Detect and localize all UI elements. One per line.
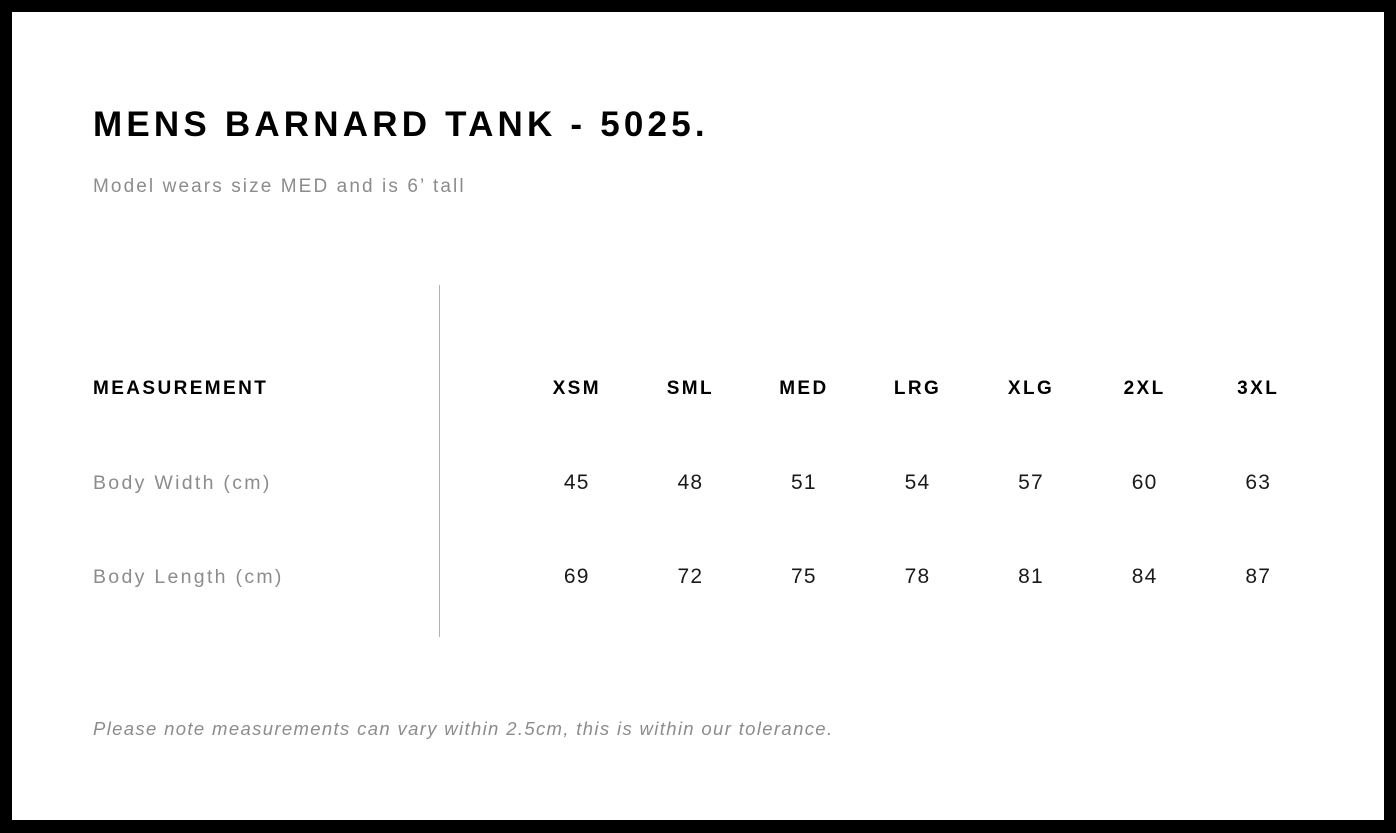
cell-body-width-lrg: 54 [904,471,931,494]
cell-body-length-xlg: 81 [1018,565,1044,588]
row-label-body-length: Body Length (cm) [93,565,284,588]
cell-body-width-3xl: 63 [1245,471,1272,494]
cell-body-length-2xl: 84 [1131,565,1158,588]
column-header-med: MED [779,378,829,399]
table-row: Body Length (cm) 69 72 75 78 81 84 87 [93,530,1315,624]
table-vertical-divider [439,285,440,637]
cell-body-length-sml: 72 [677,565,704,588]
column-header-measurement: MEASUREMENT [93,378,269,399]
column-header-2xl: 2XL [1123,378,1166,399]
page-title: MENS BARNARD TANK - 5025. [93,105,709,144]
column-header-lrg: LRG [893,378,942,399]
size-chart-table: MEASUREMENT XSM SML MED LRG XLG 2XL 3XL … [93,342,1315,624]
cell-body-length-lrg: 78 [904,565,931,588]
cell-body-length-xsm: 69 [563,565,590,588]
table-row: Body Width (cm) 45 48 51 54 57 60 63 [93,436,1315,530]
cell-body-width-xlg: 57 [1018,471,1044,494]
chart-header: MENS BARNARD TANK - 5025. Model wears si… [93,105,1293,198]
column-header-sml: SML [666,378,715,399]
cell-body-length-3xl: 87 [1245,565,1272,588]
cell-body-width-sml: 48 [677,471,704,494]
cell-body-width-xsm: 45 [563,471,590,494]
table-header-row: MEASUREMENT XSM SML MED LRG XLG 2XL 3XL [93,342,1315,436]
column-header-xsm: XSM [552,378,601,399]
size-chart-sheet: MENS BARNARD TANK - 5025. Model wears si… [12,12,1384,820]
cell-body-width-2xl: 60 [1131,471,1158,494]
column-header-xlg: XLG [1007,378,1055,399]
tolerance-note: Please note measurements can vary within… [93,718,834,739]
model-note: Model wears size MED and is 6’ tall [93,176,466,197]
cell-body-width-med: 51 [791,471,817,494]
column-header-3xl: 3XL [1237,378,1280,399]
cell-body-length-med: 75 [791,565,817,588]
row-label-body-width: Body Width (cm) [93,471,272,494]
